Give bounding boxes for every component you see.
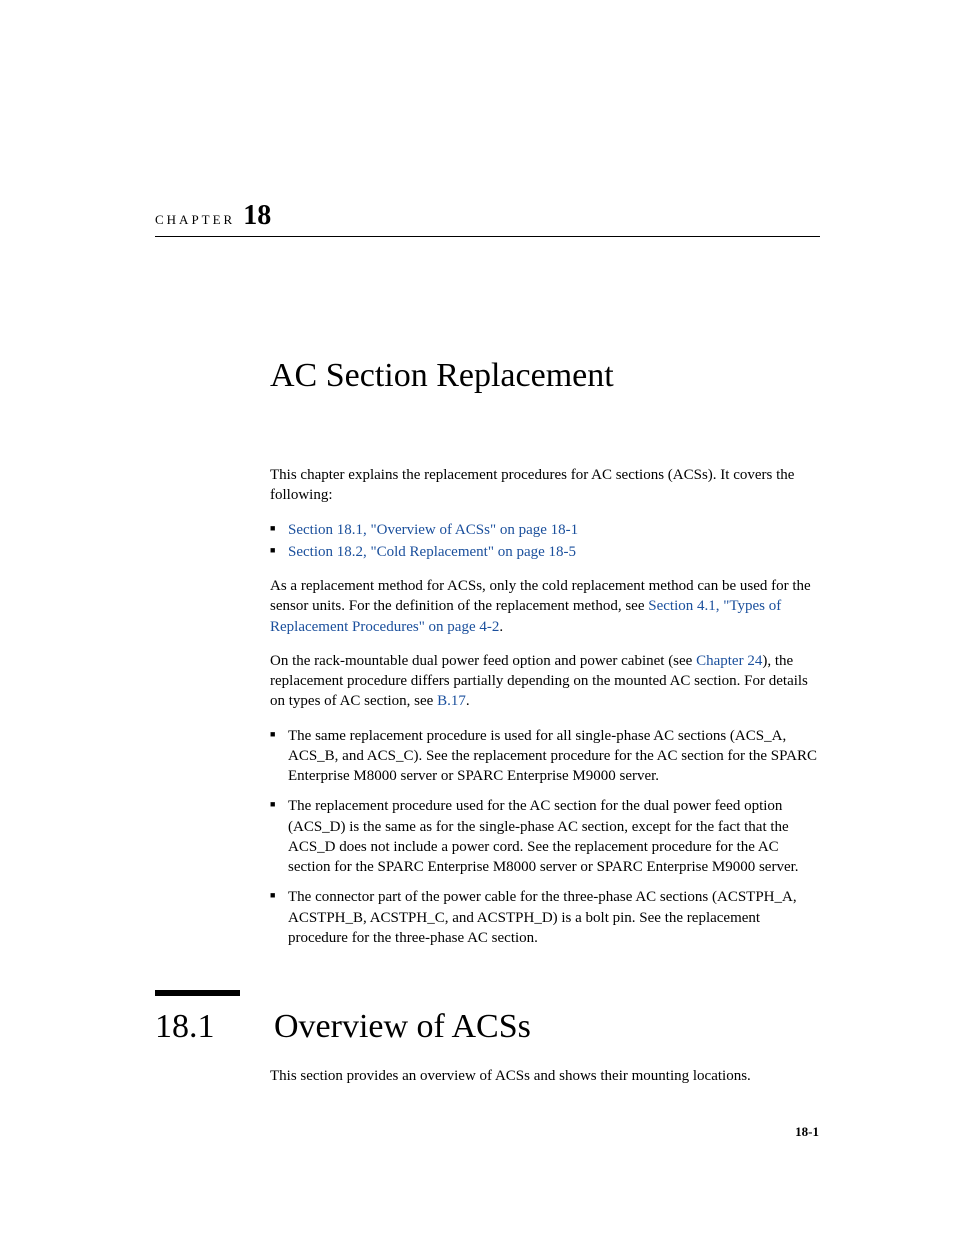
paragraph-rack-mountable: On the rack-mountable dual power feed op…: [270, 651, 820, 712]
chapter-number: 18: [243, 200, 271, 231]
text-span: .: [499, 619, 503, 635]
intro-paragraph: This chapter explains the replacement pr…: [270, 465, 820, 506]
list-item: Section 18.2, "Cold Replacement" on page…: [270, 542, 820, 562]
toc-link-2[interactable]: Section 18.2, "Cold Replacement" on page…: [288, 544, 576, 560]
text-span: .: [466, 693, 470, 709]
text-span: On the rack-mountable dual power feed op…: [270, 653, 696, 669]
toc-list: Section 18.1, "Overview of ACSs" on page…: [270, 520, 820, 563]
toc-link-1[interactable]: Section 18.1, "Overview of ACSs" on page…: [288, 522, 578, 538]
chapter-rule: [155, 236, 820, 237]
detail-list: The same replacement procedure is used f…: [270, 726, 820, 949]
section-intro: This section provides an overview of ACS…: [270, 1068, 820, 1085]
link-b17[interactable]: B.17: [437, 693, 466, 709]
section-bar: [155, 990, 240, 996]
list-item: The same replacement procedure is used f…: [270, 726, 820, 787]
list-item: The connector part of the power cable fo…: [270, 887, 820, 948]
list-item: Section 18.1, "Overview of ACSs" on page…: [270, 520, 820, 540]
page-container: CHAPTER 18 AC Section Replacement This c…: [0, 0, 954, 1085]
section-title: Overview of ACSs: [274, 1008, 531, 1046]
section-header: 18.1 Overview of ACSs This section provi…: [155, 1008, 819, 1085]
list-item: The replacement procedure used for the A…: [270, 796, 820, 877]
paragraph-replacement-method: As a replacement method for ACSs, only t…: [270, 576, 820, 637]
section-number: 18.1: [155, 1008, 270, 1046]
link-chapter-24[interactable]: Chapter 24: [696, 653, 762, 669]
chapter-title: AC Section Replacement: [270, 357, 819, 395]
chapter-header: CHAPTER 18: [155, 200, 819, 237]
page-number: 18-1: [795, 1124, 819, 1140]
body-content: This chapter explains the replacement pr…: [270, 465, 820, 948]
chapter-label: CHAPTER: [155, 212, 235, 227]
